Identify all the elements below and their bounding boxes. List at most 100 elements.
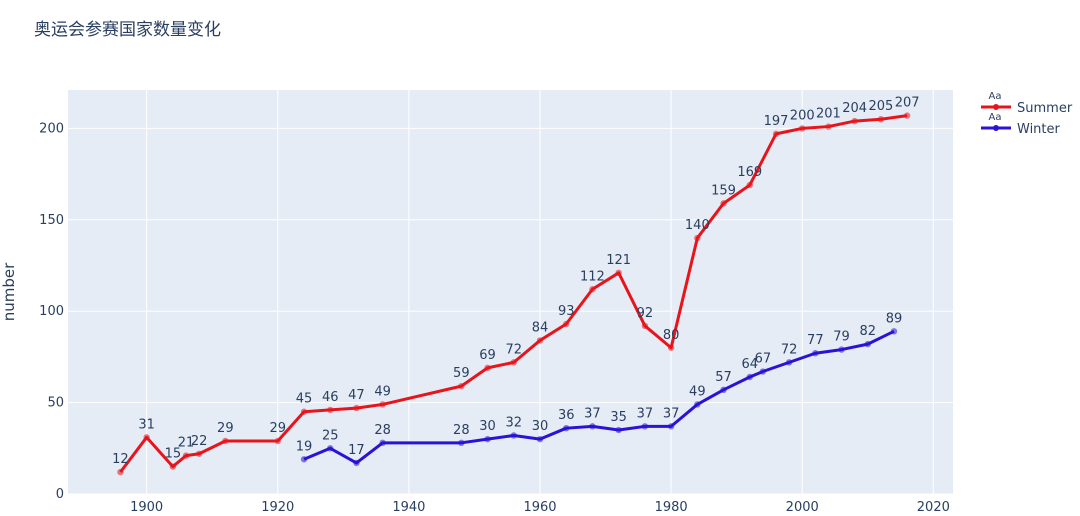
x-tick-label: 1980 (655, 500, 688, 515)
winter-data-point[interactable] (812, 350, 819, 357)
summer-data-point[interactable] (694, 234, 701, 242)
summer-data-point[interactable] (300, 408, 308, 415)
summer-data-point[interactable] (274, 437, 281, 445)
summer-data-point[interactable] (903, 112, 911, 119)
summer-data-point[interactable] (536, 337, 544, 344)
summer-data-label: 205 (868, 99, 893, 114)
winter-data-point[interactable] (327, 445, 334, 452)
x-tick-label: 2020 (917, 500, 950, 515)
winter-data-point[interactable] (838, 346, 845, 353)
summer-data-label: 112 (580, 269, 605, 284)
winter-data-label: 82 (860, 324, 877, 339)
winter-data-point[interactable] (641, 423, 649, 430)
summer-data-point[interactable] (195, 450, 203, 457)
winter-data-point[interactable] (563, 424, 570, 432)
y-tick-label: 0 (56, 487, 64, 502)
legend-text-marker: Aa (989, 112, 1002, 123)
winter-data-label: 64 (742, 357, 759, 372)
winter-data-label: 49 (689, 384, 706, 399)
winter-data-label: 89 (886, 311, 903, 326)
summer-data-label: 29 (270, 421, 287, 436)
winter-data-point[interactable] (890, 328, 898, 335)
winter-data-label: 17 (348, 443, 365, 458)
summer-data-label: 31 (138, 417, 155, 432)
summer-data-label: 12 (112, 452, 129, 467)
summer-data-label: 197 (764, 114, 789, 129)
summer-data-point[interactable] (851, 117, 858, 125)
legend-marker-winter (993, 125, 999, 131)
summer-data-point[interactable] (327, 406, 334, 414)
winter-data-label: 72 (781, 342, 798, 357)
winter-data-label: 36 (558, 408, 575, 423)
summer-data-point[interactable] (182, 452, 190, 459)
winter-data-point[interactable] (353, 459, 360, 467)
summer-data-point[interactable] (772, 130, 780, 138)
winter-data-point[interactable] (864, 340, 871, 348)
winter-data-point[interactable] (759, 368, 767, 375)
x-tick-label: 1920 (261, 500, 294, 515)
summer-data-label: 80 (663, 328, 680, 343)
summer-data-label: 169 (737, 165, 762, 180)
summer-data-point[interactable] (615, 269, 622, 277)
winter-data-point[interactable] (694, 401, 701, 408)
legend[interactable]: Aa Summer Aa Winter (981, 91, 1073, 137)
summer-data-point[interactable] (169, 463, 177, 470)
summer-data-point[interactable] (117, 468, 124, 476)
winter-data-point[interactable] (667, 423, 675, 430)
summer-data-point[interactable] (458, 382, 465, 390)
winter-data-point[interactable] (510, 432, 517, 439)
summer-data-label: 72 (506, 342, 523, 357)
x-tick-label: 1960 (523, 500, 556, 515)
legend-label-winter: Winter (1017, 122, 1061, 137)
summer-data-point[interactable] (720, 200, 727, 207)
winter-data-point[interactable] (300, 456, 308, 463)
winter-data-label: 30 (479, 419, 496, 434)
winter-data-point[interactable] (458, 439, 465, 447)
y-tick-label: 100 (39, 304, 64, 319)
winter-data-point[interactable] (720, 386, 727, 394)
summer-data-point[interactable] (379, 401, 386, 408)
summer-data-point[interactable] (746, 181, 753, 189)
winter-data-point[interactable] (589, 423, 596, 430)
winter-data-point[interactable] (536, 435, 544, 443)
summer-data-point[interactable] (667, 344, 675, 351)
summer-data-point[interactable] (877, 116, 885, 123)
summer-data-label: 92 (637, 306, 654, 321)
summer-data-point[interactable] (799, 125, 806, 132)
summer-data-point[interactable] (484, 364, 491, 372)
summer-data-label: 121 (606, 253, 631, 268)
summer-data-label: 49 (374, 384, 391, 399)
winter-data-label: 28 (374, 423, 391, 438)
winter-data-label: 37 (584, 406, 601, 421)
legend-item-summer[interactable]: Aa Summer (981, 91, 1073, 116)
winter-data-label: 57 (715, 370, 732, 385)
winter-data-point[interactable] (785, 359, 793, 366)
summer-data-point[interactable] (589, 286, 596, 293)
winter-data-label: 67 (755, 352, 772, 367)
summer-data-point[interactable] (641, 322, 649, 330)
winter-data-point[interactable] (379, 439, 386, 447)
winter-data-label: 30 (532, 419, 549, 434)
summer-data-point[interactable] (825, 123, 832, 130)
summer-data-label: 45 (296, 392, 313, 407)
summer-data-point[interactable] (563, 320, 570, 328)
legend-marker-summer (993, 104, 999, 110)
summer-data-label: 69 (479, 348, 496, 363)
winter-data-label: 28 (453, 423, 470, 438)
x-tick-label: 1940 (392, 500, 425, 515)
summer-data-point[interactable] (222, 437, 229, 445)
winter-data-point[interactable] (615, 426, 622, 434)
legend-item-winter[interactable]: Aa Winter (981, 112, 1061, 137)
winter-data-point[interactable] (484, 435, 491, 443)
winter-data-label: 19 (296, 439, 313, 454)
summer-data-label: 47 (348, 388, 365, 403)
summer-data-point[interactable] (510, 359, 517, 366)
winter-data-point[interactable] (746, 373, 753, 381)
summer-data-label: 59 (453, 366, 470, 381)
summer-data-point[interactable] (353, 404, 360, 412)
summer-data-point[interactable] (143, 434, 150, 441)
summer-data-label: 21 (178, 436, 195, 451)
summer-data-label: 159 (711, 183, 736, 198)
summer-data-label: 201 (816, 107, 841, 122)
